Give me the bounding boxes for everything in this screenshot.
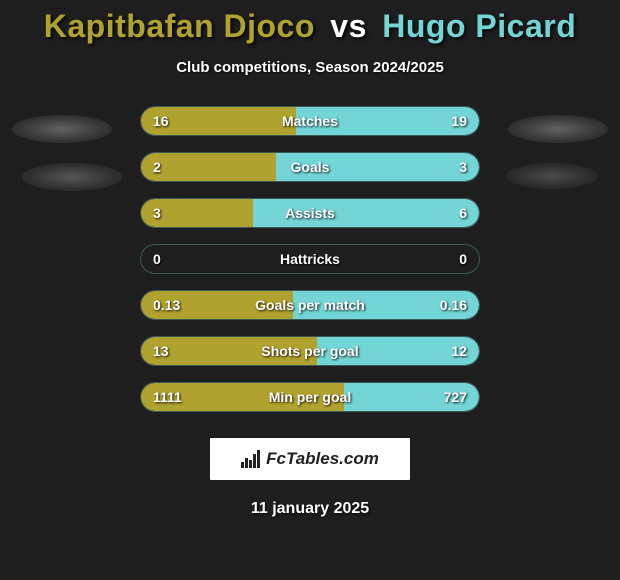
subtitle: Club competitions, Season 2024/2025 [0, 59, 620, 76]
stat-bar: 0Hattricks0 [140, 244, 480, 274]
stat-bar: 3Assists6 [140, 198, 480, 228]
team-logo-left-2 [22, 163, 122, 191]
stat-label: Goals [141, 159, 479, 175]
footer-date: 11 january 2025 [0, 500, 620, 518]
vs-text: vs [330, 8, 367, 44]
stat-bar: 2Goals3 [140, 152, 480, 182]
stat-label: Assists [141, 205, 479, 221]
stat-bar: 16Matches19 [140, 106, 480, 136]
stat-bar: 1111Min per goal727 [140, 382, 480, 412]
stat-bar: 0.13Goals per match0.16 [140, 290, 480, 320]
stat-label: Goals per match [141, 297, 479, 313]
team-logo-left-1 [12, 115, 112, 143]
stat-value-right: 6 [459, 205, 467, 221]
stat-value-right: 12 [451, 343, 467, 359]
team-logo-right-2 [506, 163, 598, 189]
comparison-title: Kapitbafan Djoco vs Hugo Picard [0, 0, 620, 45]
stat-value-right: 0.16 [440, 297, 467, 313]
stat-label: Min per goal [141, 389, 479, 405]
brand-chart-icon [241, 450, 261, 468]
stat-label: Matches [141, 113, 479, 129]
stat-value-right: 19 [451, 113, 467, 129]
footer-brand: FcTables.com [210, 438, 410, 480]
player2-name: Hugo Picard [382, 8, 576, 44]
stat-value-right: 3 [459, 159, 467, 175]
stats-container: 16Matches192Goals33Assists60Hattricks00.… [140, 106, 480, 412]
stat-bar: 13Shots per goal12 [140, 336, 480, 366]
stat-label: Shots per goal [141, 343, 479, 359]
stat-value-right: 0 [459, 251, 467, 267]
player1-name: Kapitbafan Djoco [44, 8, 315, 44]
stat-label: Hattricks [141, 251, 479, 267]
team-logo-right-1 [508, 115, 608, 143]
stat-value-right: 727 [444, 389, 467, 405]
brand-text: FcTables.com [266, 449, 379, 469]
